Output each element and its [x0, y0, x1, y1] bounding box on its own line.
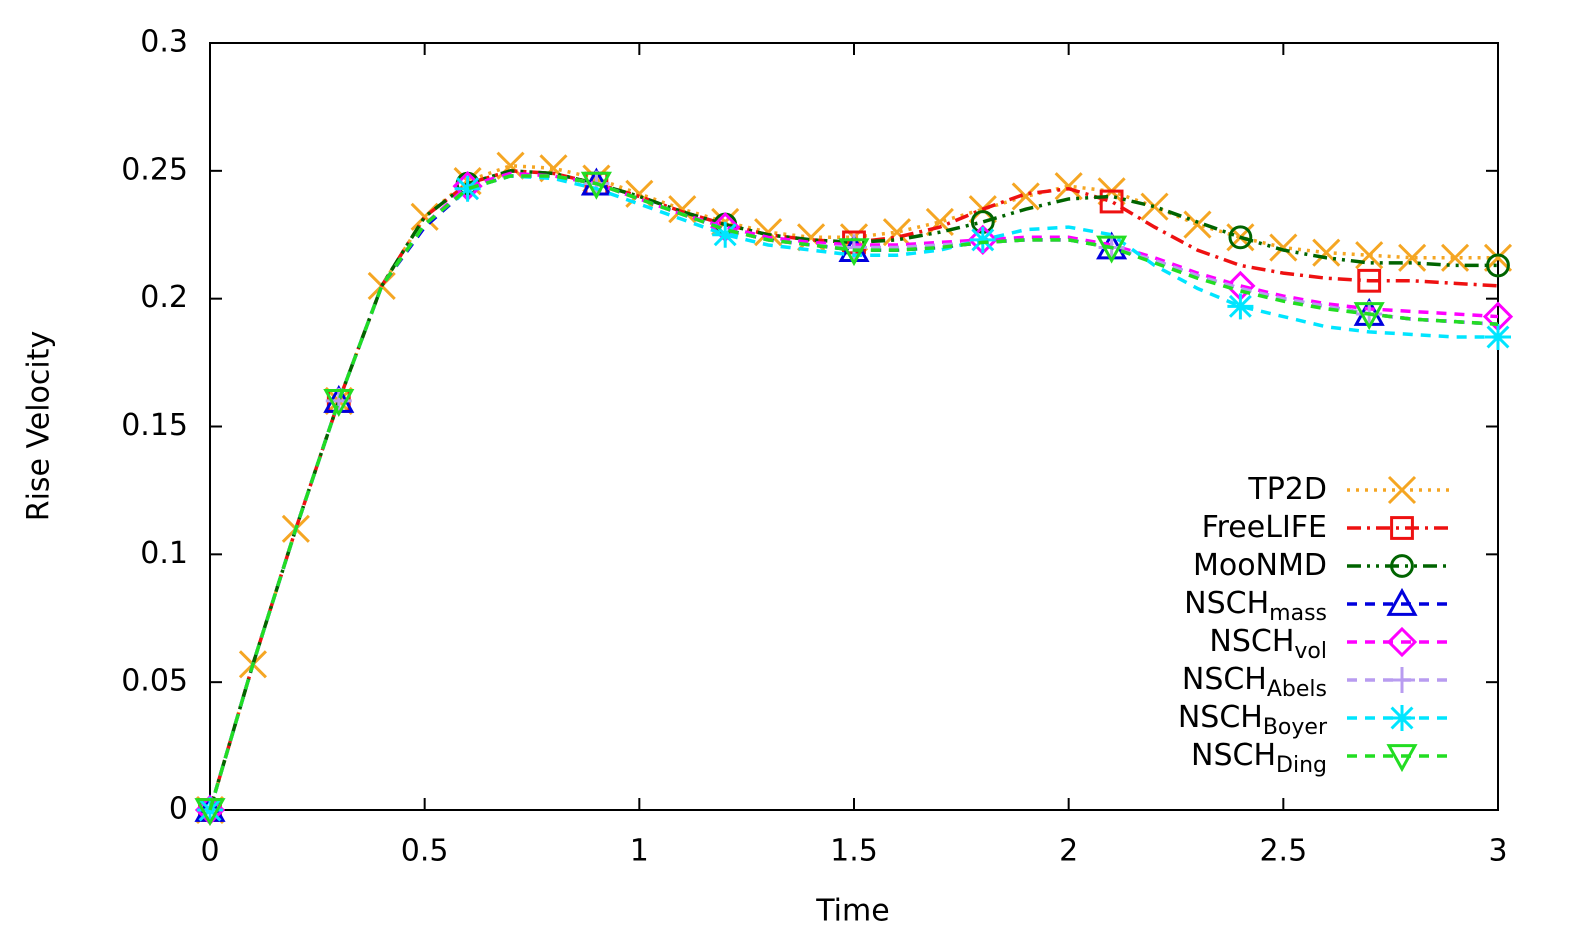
x-tick-label: 2	[1059, 834, 1078, 869]
marker	[1099, 189, 1124, 214]
series-line	[208, 174, 1499, 811]
legend-marker	[1389, 705, 1415, 731]
x-tick-label: 0	[200, 834, 219, 869]
marker	[580, 171, 612, 200]
legend-subscript: mass	[1269, 601, 1327, 626]
marker	[1054, 172, 1083, 201]
legend-label: NSCHDing	[1191, 738, 1327, 779]
y-axis-label: Rise Velocity	[22, 331, 57, 522]
marker	[1227, 293, 1254, 320]
legend-subscript: Abels	[1267, 677, 1327, 702]
x-tick-label: 0.5	[401, 834, 449, 869]
legend-name: NSCH	[1209, 624, 1294, 659]
plot-frame	[209, 42, 1499, 811]
marker	[1228, 225, 1253, 250]
y-tick-label: 0.3	[140, 25, 188, 60]
legend-marker	[1390, 516, 1414, 540]
x-axis-label: Time	[815, 894, 889, 929]
legend-subscript: Boyer	[1263, 715, 1328, 740]
marker	[1485, 324, 1511, 351]
y-tick-label: 0.1	[140, 536, 188, 571]
marker	[1269, 233, 1298, 262]
x-tick-label: 2.5	[1259, 834, 1307, 869]
marker	[882, 218, 911, 247]
marker	[1353, 302, 1385, 331]
legend-label: TP2D	[1247, 472, 1327, 507]
legend-label: NSCHBoyer	[1178, 700, 1328, 741]
marker	[194, 798, 226, 827]
marker	[454, 175, 481, 202]
marker	[668, 195, 697, 224]
marker	[969, 226, 996, 253]
legend-marker	[1386, 744, 1418, 773]
marker	[754, 218, 783, 247]
legend-marker	[1389, 667, 1415, 693]
marker	[1140, 192, 1169, 221]
y-tick-label: 0.15	[121, 408, 188, 443]
y-tick-label: 0.25	[121, 152, 188, 187]
legend-name: NSCH	[1178, 700, 1263, 735]
marker	[1441, 243, 1470, 272]
marker	[1183, 210, 1212, 239]
legend-label: NSCHAbels	[1182, 662, 1327, 703]
series-line	[208, 174, 1498, 811]
marker	[1355, 241, 1384, 270]
y-tick-label: 0.2	[140, 280, 188, 315]
legend-name: NSCH	[1191, 738, 1276, 773]
legend-marker	[1387, 475, 1417, 505]
legend-label: NSCHmass	[1184, 586, 1327, 627]
legend-label: NSCHvol	[1209, 624, 1327, 665]
marker	[1011, 182, 1040, 211]
marker	[1357, 268, 1382, 293]
marker	[838, 238, 870, 267]
legend-marker	[1390, 554, 1414, 578]
marker	[1096, 235, 1128, 264]
legend-name: NSCH	[1182, 662, 1267, 697]
marker	[1398, 243, 1427, 272]
legend-marker	[1386, 626, 1418, 658]
x-tick-label: 1.5	[830, 834, 878, 869]
marker	[712, 221, 739, 248]
legend-name: FreeLIFE	[1202, 510, 1327, 545]
legend-label: FreeLIFE	[1202, 510, 1327, 545]
legend-subscript: vol	[1294, 639, 1327, 664]
x-tick-label: 3	[1488, 834, 1507, 869]
y-tick-label: 0	[169, 792, 188, 827]
legend-name: MooNMD	[1193, 548, 1327, 583]
legend-name: NSCH	[1184, 586, 1269, 621]
x-tick-label: 1	[630, 834, 649, 869]
legend-label: MooNMD	[1193, 548, 1327, 583]
y-tick-label: 0.05	[121, 664, 188, 699]
legend-name: TP2D	[1247, 472, 1327, 507]
legend-marker	[1386, 587, 1418, 616]
marker	[1483, 243, 1513, 272]
marker	[1312, 238, 1341, 267]
marker	[1486, 253, 1510, 278]
legend-subscript: Ding	[1276, 753, 1327, 778]
marker	[323, 389, 355, 418]
